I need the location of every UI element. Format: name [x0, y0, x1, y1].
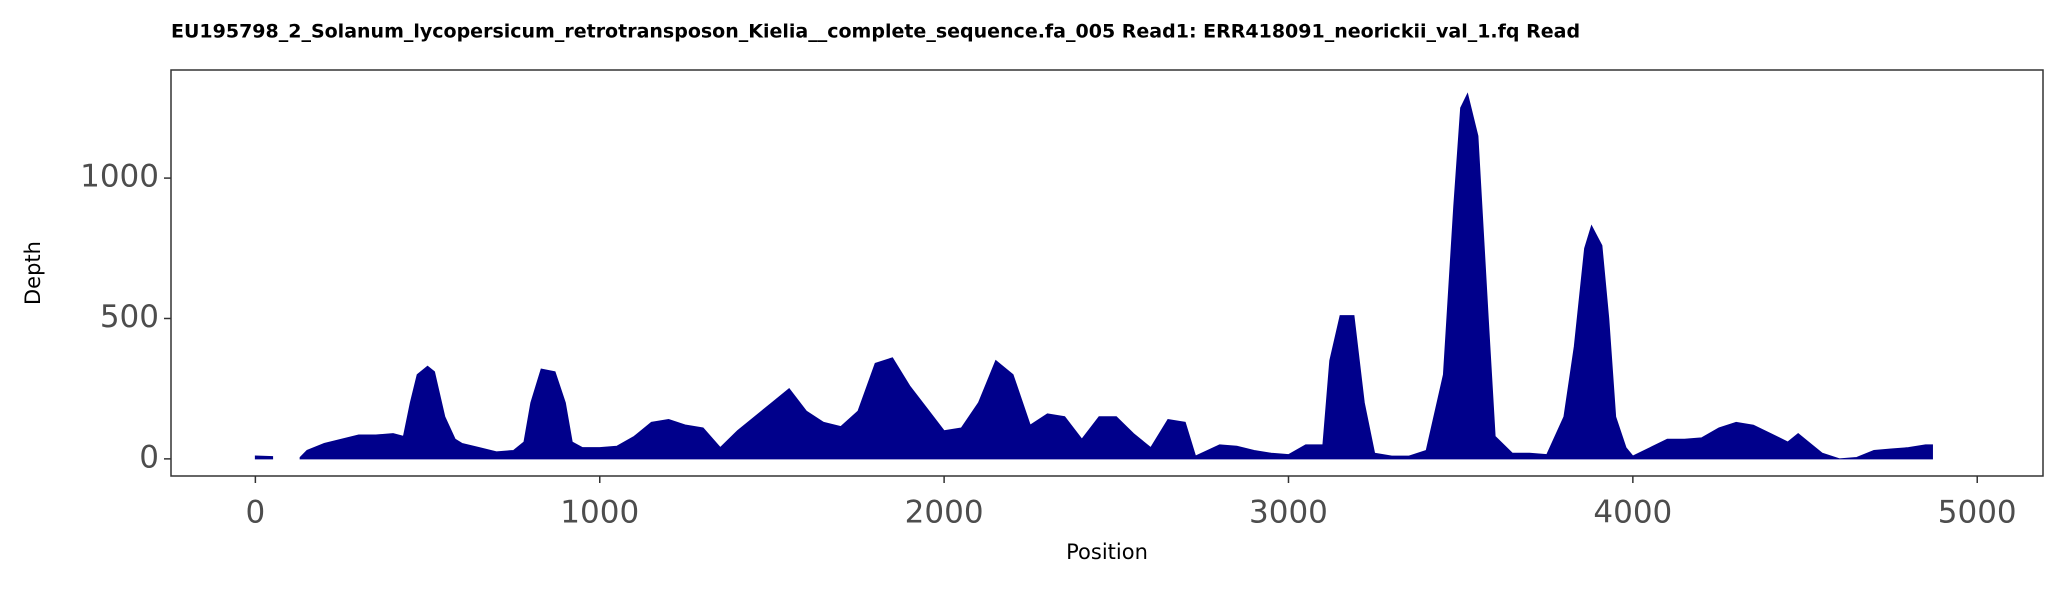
x-tick-label: 4000 — [1593, 495, 1672, 531]
y-tick-label: 1000 — [80, 159, 159, 195]
chart-title: EU195798_2_Solanum_lycopersicum_retrotra… — [171, 21, 1580, 43]
x-tick-label: 3000 — [1249, 495, 1328, 531]
x-tick-label: 1000 — [560, 495, 639, 531]
x-tick-label: 0 — [246, 495, 266, 531]
plot-border — [170, 69, 2044, 477]
x-tick-label: 2000 — [905, 495, 984, 531]
x-tick-label: 5000 — [1938, 495, 2017, 531]
depth-area — [299, 92, 1933, 460]
depth-area — [254, 455, 274, 460]
x-axis-label: Position — [1066, 540, 1148, 564]
y-tick-label: 500 — [100, 299, 159, 335]
y-axis-label: Depth — [21, 241, 45, 305]
y-tick-label: 0 — [139, 439, 159, 475]
